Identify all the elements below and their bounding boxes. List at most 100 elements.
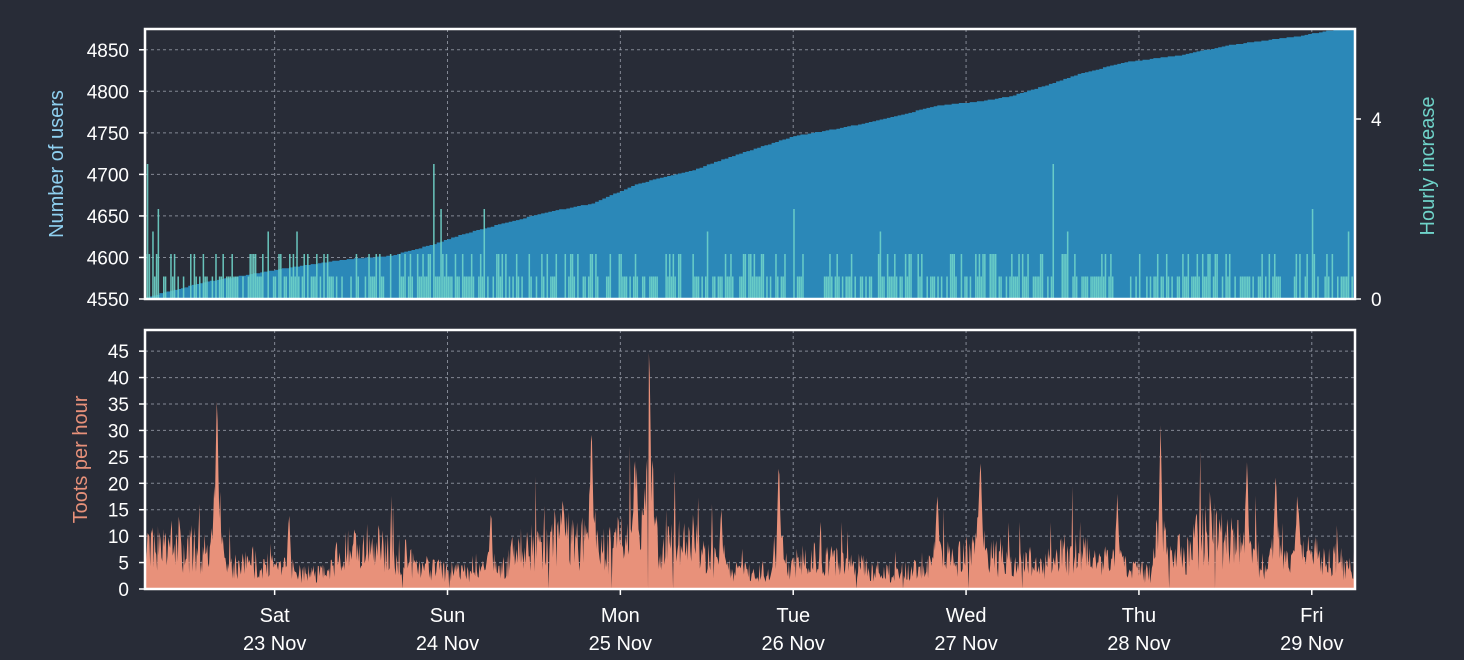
hourly-increase-bar	[1093, 276, 1096, 299]
hourly-increase-bar	[521, 276, 523, 299]
hourly-increase-bar	[605, 276, 608, 299]
hourly-increase-bar	[427, 254, 430, 299]
hourly-increase-bar	[1075, 276, 1078, 299]
hourly-increase-bar	[1011, 254, 1013, 299]
hourly-increase-bar	[1065, 254, 1067, 299]
hourly-increase-bar	[283, 276, 286, 299]
hourly-increase-bar	[850, 254, 853, 299]
hourly-increase-bar	[195, 276, 197, 299]
hourly-increase-bar	[1036, 276, 1038, 299]
hourly-increase-bar	[793, 209, 795, 299]
hourly-increase-bar	[492, 276, 495, 299]
hourly-increase-bar	[254, 254, 257, 299]
hourly-increase-bar	[949, 254, 952, 299]
hourly-increase-bar	[1178, 276, 1181, 299]
hourly-increase-bar	[879, 231, 882, 299]
hourly-increase-bar	[1205, 276, 1208, 299]
hourly-increase-bar	[704, 276, 707, 299]
hourly-increase-bar	[573, 276, 576, 299]
x-tick-day: Sat	[260, 605, 290, 627]
hourly-increase-bar	[1102, 276, 1105, 299]
hourly-increase-bar	[890, 276, 892, 299]
hourly-increase-bar	[1340, 276, 1343, 299]
hourly-increase-bar	[496, 254, 498, 299]
hourly-increase-bar	[751, 276, 754, 299]
hourly-increase-bar	[1146, 276, 1148, 299]
hourly-increase-bar	[908, 254, 910, 299]
toots-ytick-label: 45	[108, 342, 129, 363]
hourly-increase-bar	[285, 276, 287, 299]
hourly-increase-bar	[222, 254, 224, 299]
hourly-increase-bar	[1293, 276, 1296, 299]
hourly-increase-bar	[712, 276, 714, 299]
hourly-increase-bar	[713, 276, 716, 299]
hourly-increase-bar	[382, 276, 385, 299]
hourly-increase-bar	[1135, 276, 1137, 299]
hourly-increase-bar	[375, 254, 378, 299]
hourly-increase-bar	[1012, 276, 1015, 299]
hourly-increase-bar	[411, 276, 414, 299]
hourly-increase-bar	[294, 276, 296, 299]
hourly-increase-bar	[854, 276, 856, 299]
hourly-increase-bar	[258, 276, 260, 299]
hourly-increase-bar	[190, 254, 192, 299]
hourly-increase-bar	[982, 254, 984, 299]
hourly-increase-bar	[182, 276, 185, 299]
hourly-increase-bar	[877, 254, 880, 299]
hourly-increase-bar	[481, 276, 484, 299]
hourly-increase-bar	[541, 254, 543, 299]
hourly-increase-bar	[515, 254, 518, 299]
hourly-increase-bar	[242, 276, 244, 299]
hourly-increase-bar	[157, 209, 160, 299]
hourly-increase-bar	[989, 254, 992, 299]
x-tick-date: 28 Nov	[1107, 633, 1170, 655]
hourly-increase-bar	[328, 276, 331, 299]
hourly-increase-bar	[564, 254, 567, 299]
hourly-increase-bar	[370, 276, 372, 299]
hourly-increase-bar	[1191, 276, 1193, 299]
hourly-increase-bar	[629, 276, 631, 299]
hourly-increase-bar	[1032, 276, 1035, 299]
users-ytick-label: 4600	[87, 248, 129, 269]
hourly-increase-bar	[470, 254, 473, 299]
hourly-increase-bar	[1221, 276, 1224, 299]
hourly-increase-bar	[906, 276, 909, 299]
hourly-increase-bar	[262, 254, 264, 299]
hourly-increase-bar	[1214, 254, 1217, 299]
hourly-increase-bar	[1351, 276, 1353, 299]
hourly-increase-bar	[595, 254, 597, 299]
hourly-increase-bar	[296, 231, 298, 299]
hourly-increase-bar	[449, 276, 451, 299]
hourly-increase-bar	[953, 254, 955, 299]
hourly-increase-bar	[1018, 254, 1020, 299]
hourly-increase-bar	[1234, 276, 1236, 299]
hourly-increase-bar	[841, 276, 844, 299]
hourly-increase-bar	[568, 276, 570, 299]
hourly-increase-bar	[739, 276, 741, 299]
hourly-increase-bar	[1101, 254, 1103, 299]
hourly-increase-bar	[632, 276, 635, 299]
hourly-increase-bar	[355, 254, 358, 299]
users-axis-label: Number of users	[46, 90, 68, 238]
hourly-increase-bar	[1324, 276, 1326, 299]
hourly-increase-bar	[1149, 276, 1152, 299]
hourly-increase-bar	[607, 276, 610, 299]
hourly-increase-bar	[649, 276, 651, 299]
hourly-increase-bar	[1299, 254, 1301, 299]
hourly-increase-bar	[274, 276, 277, 299]
hourly-increase-bar	[724, 254, 727, 299]
hourly-increase-bar	[479, 254, 482, 299]
hourly-increase-bar	[236, 276, 239, 299]
hourly-increase-bar	[753, 254, 756, 299]
hourly-increase-bar	[253, 254, 255, 299]
hourly-increase-bar	[625, 276, 628, 299]
hourly-increase-bar	[535, 276, 538, 299]
users-panel: 4550 4600 4650 4700 4750 4800 4850 0 4 Number of …	[46, 27, 1439, 311]
hourly-increase-bar	[458, 276, 460, 299]
hourly-increase-bar	[800, 276, 802, 299]
hourly-increase-bar	[550, 276, 552, 299]
hourly-increase-bar	[330, 276, 332, 299]
users-ytick-label: 4700	[87, 165, 129, 186]
hourly-increase-bar	[1095, 276, 1098, 299]
hourly-increase-bar	[1155, 276, 1157, 299]
